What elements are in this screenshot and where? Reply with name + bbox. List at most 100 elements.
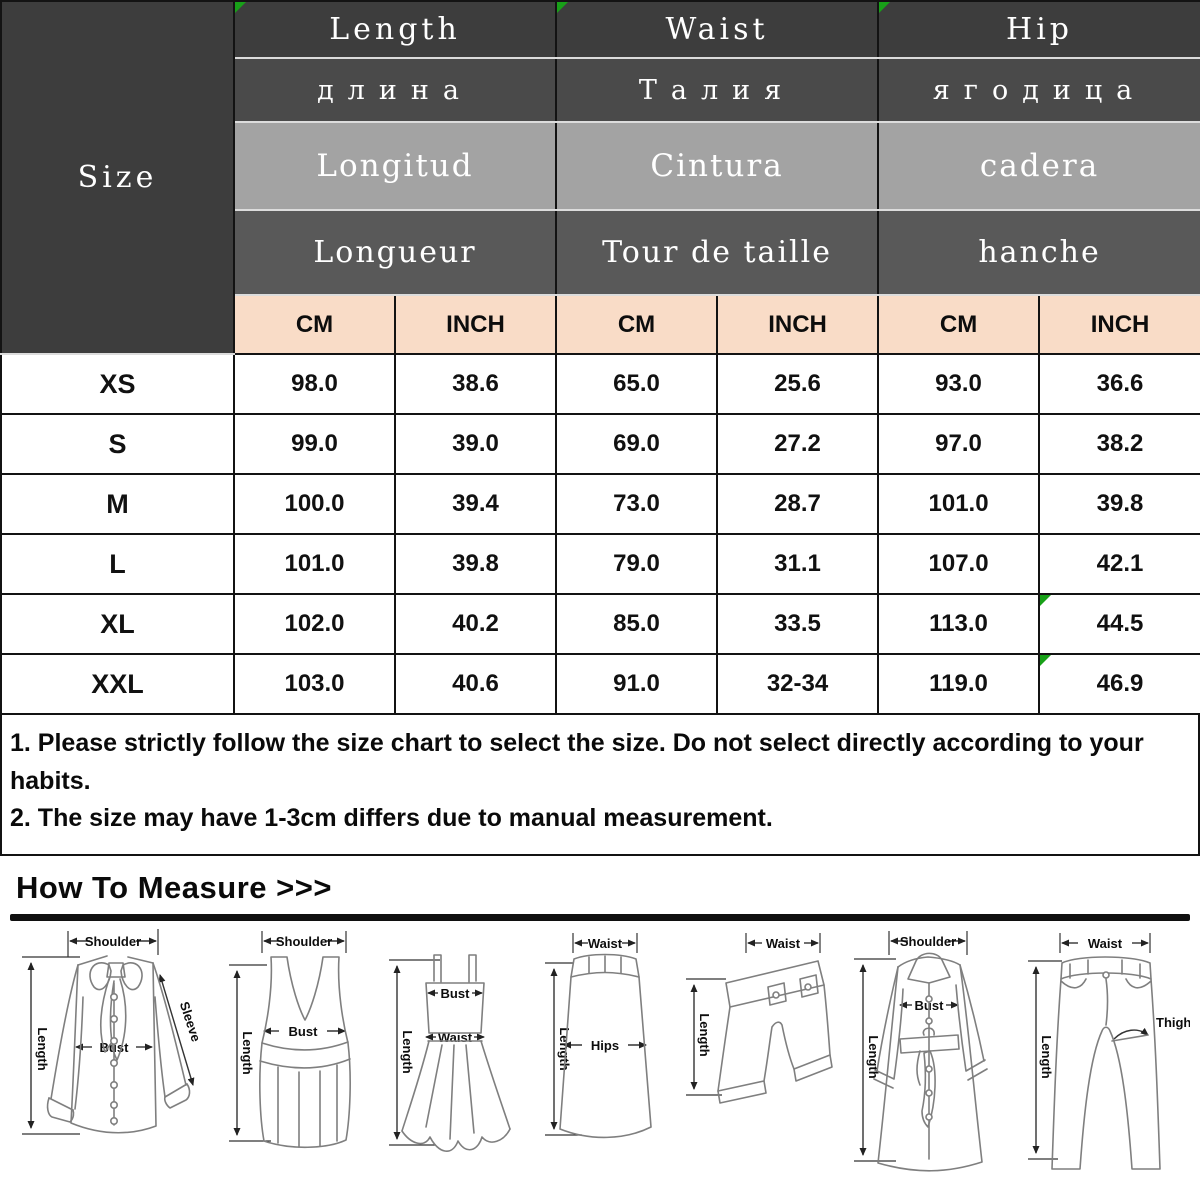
blouse-sleeve-label: Sleeve	[177, 999, 204, 1043]
shorts-outline	[717, 959, 833, 1104]
size-label: L	[0, 533, 235, 595]
cell-value: 40.2	[393, 593, 558, 655]
coat-measure-arrows: Shoulder Length Bust	[854, 930, 968, 1162]
col-header-waist-fr: Tour de taille	[555, 209, 880, 296]
cell-value: 113.0	[877, 593, 1041, 655]
size-notes: 1. Please strictly follow the size chart…	[0, 715, 1200, 856]
pants-thigh-label: Thigh	[1156, 1015, 1190, 1030]
cell-value: 69.0	[555, 413, 719, 475]
dress-bust-label: Bust	[441, 986, 471, 1001]
table-row-s: S 99.0 39.0 69.0 27.2 97.0 38.2	[0, 413, 1200, 475]
size-label: S	[0, 413, 235, 475]
table-row-m: M 100.0 39.4 73.0 28.7 101.0 39.8	[0, 473, 1200, 535]
cell-value: 28.7	[716, 473, 880, 535]
cell-value: 103.0	[233, 653, 396, 715]
figure-tank-top: Shoulder Length Bust	[229, 930, 351, 1148]
table-row-xxl: XXL 103.0 40.6 91.0 32-34 119.0 46.9	[0, 653, 1200, 715]
col-header-length-ru: длина	[232, 57, 558, 123]
note-line-1: 1. Please strictly follow the size chart…	[10, 729, 1144, 795]
dress-outline	[401, 953, 511, 1152]
dress-length-label: Length	[400, 1030, 415, 1073]
cell-value: 27.2	[716, 413, 880, 475]
cell-flag-icon	[1041, 656, 1052, 666]
cell-value: 33.5	[716, 593, 880, 655]
unit-header: CM	[877, 294, 1041, 355]
tank-shoulder-label: Shoulder	[276, 934, 332, 949]
unit-header: CM	[555, 294, 719, 355]
cell-value: 25.6	[716, 353, 880, 415]
cell-value: 39.8	[1038, 473, 1200, 535]
col-header-hip-es: cadera	[877, 121, 1200, 211]
cell-value: 42.1	[1038, 533, 1200, 595]
coat-shoulder-label: Shoulder	[900, 934, 956, 949]
unit-header: CM	[233, 294, 396, 355]
cell-flag-icon	[558, 3, 569, 13]
col-header-hip: Hip	[877, 0, 1200, 59]
shorts-length-label: Length	[697, 1013, 712, 1056]
skirt-length-label: Length	[557, 1027, 572, 1070]
size-label: XXL	[0, 653, 235, 715]
figure-coat: Shoulder Length Bust	[854, 930, 988, 1172]
cell-flag-icon	[236, 3, 246, 13]
table-row-l: L 101.0 39.8 79.0 31.1 107.0 42.1	[0, 533, 1200, 595]
skirt-hips-label: Hips	[591, 1038, 619, 1053]
cell-value: 46.9	[1038, 653, 1200, 715]
cell-value: 101.0	[877, 473, 1041, 535]
figure-skirt: Waist Length Hips	[545, 932, 652, 1138]
header-row-french: Longueur Tour de taille hanche	[1, 209, 1200, 296]
col-header-length: Length	[232, 0, 558, 59]
cell-value: 39.4	[393, 473, 558, 535]
cell-value-label: 46.9	[1096, 670, 1144, 697]
cell-value: 91.0	[555, 653, 719, 715]
header-row-russian: длина Талия ягодица	[1, 57, 1200, 123]
cell-value: 85.0	[555, 593, 719, 655]
header-row-english: Size Length Waist Hip	[0, 0, 1200, 355]
col-header-length-label: Length	[329, 12, 461, 47]
table-row-xs: XS 98.0 38.6 65.0 25.6 93.0 36.6	[0, 353, 1200, 415]
cell-value: 119.0	[877, 653, 1041, 715]
header-row-units: CM INCH CM INCH CM INCH	[1, 294, 1200, 355]
blouse-outline	[46, 954, 191, 1134]
col-header-hip-ru: ягодица	[877, 57, 1200, 123]
blouse-length-label: Length	[35, 1027, 50, 1070]
size-label: XL	[0, 593, 235, 655]
col-header-waist-label: Waist	[665, 12, 769, 47]
cell-value: 97.0	[877, 413, 1041, 475]
col-header-length-es: Longitud	[232, 121, 558, 211]
figure-pants: Waist Length Thigh	[1028, 932, 1190, 1170]
size-label: M	[0, 473, 235, 535]
figure-shorts: Waist Length	[686, 932, 833, 1104]
cell-flag-icon	[880, 3, 891, 13]
heading-rule	[10, 913, 1190, 921]
unit-header: INCH	[393, 294, 558, 355]
unit-header: INCH	[716, 294, 880, 355]
figure-cami-dress: Length Bust Waist	[389, 953, 511, 1152]
header-row-spanish: Longitud Cintura cadera	[1, 121, 1200, 211]
cell-value: 101.0	[233, 533, 396, 595]
pants-waist-label: Waist	[1088, 936, 1123, 951]
figure-blouse: Shoulder Length Bust Sleeve	[22, 928, 204, 1135]
cell-value: 73.0	[555, 473, 719, 535]
shorts-waist-label: Waist	[766, 936, 801, 951]
skirt-waist-label: Waist	[588, 936, 623, 951]
cell-value: 102.0	[233, 593, 396, 655]
tank-length-label: Length	[240, 1031, 255, 1074]
measure-figures: Shoulder Length Bust Sleeve	[0, 921, 1200, 1177]
col-header-waist-es: Cintura	[555, 121, 880, 211]
col-header-waist-ru: Талия	[555, 57, 880, 123]
cell-value: 79.0	[555, 533, 719, 595]
pants-measure-arrows: Waist Length Thigh	[1028, 932, 1190, 1160]
cell-value: 107.0	[877, 533, 1041, 595]
cell-value: 93.0	[877, 353, 1041, 415]
unit-header: INCH	[1038, 294, 1200, 355]
cell-value: 99.0	[233, 413, 396, 475]
shorts-measure-arrows: Waist Length	[686, 932, 821, 1096]
tank-bust-label: Bust	[289, 1024, 319, 1039]
cell-value: 65.0	[555, 353, 719, 415]
skirt-outline	[559, 953, 652, 1138]
blouse-shoulder-label: Shoulder	[85, 934, 141, 949]
cell-value: 98.0	[233, 353, 396, 415]
col-header-hip-fr: hanche	[877, 209, 1200, 296]
table-row-xl: XL 102.0 40.2 85.0 33.5 113.0 44.5	[0, 593, 1200, 655]
tank-outline	[259, 955, 351, 1148]
